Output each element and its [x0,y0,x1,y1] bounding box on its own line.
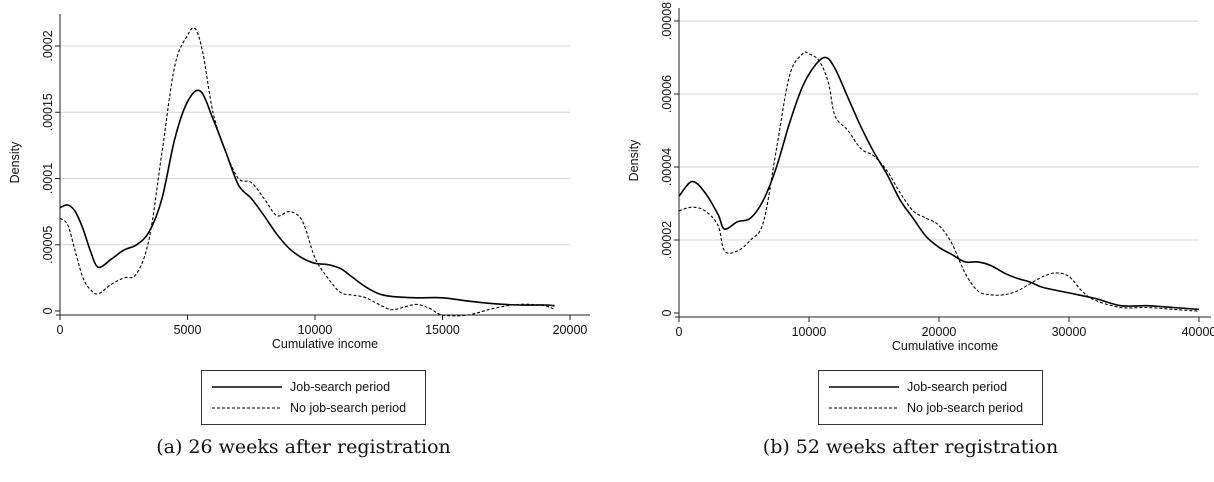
chart-b-legend: Job-search period No job-search period [818,370,1043,425]
chart-b-y-tick-label: .00006 [660,75,674,113]
legend-a-item-1: Job-search period [212,378,390,396]
chart-b-x-tick-label: 40000 [1182,325,1214,339]
chart-a-x-tick-label: 10000 [298,323,333,337]
chart-a-y-axis-label: Density [8,141,22,183]
legend-a-swatch-1 [212,386,282,388]
chart-a-x-tick-label: 5000 [174,323,202,337]
chart-b-series-job-search-line [678,56,1200,311]
chart-b-y-axis-label: Density [627,139,641,181]
chart-b-y-tick-label: 0 [660,309,674,316]
chart-a-y-tick-label: .0002 [41,30,55,61]
chart-b-x-tick-label: 0 [676,325,683,339]
chart-b-y-tick-label: .00004 [660,148,674,186]
legend-b-label-1: Job-search period [907,380,1008,394]
chart-a-y-tick-label: 0 [41,307,55,314]
chart-b-plot: 0 .00002 .00004 .00006 .00008 0 10000 20000 3000… [627,2,1214,353]
chart-a-series-job-search-line [59,89,555,307]
chart-b-x-axis-label: Cumulative income [892,339,998,353]
chart-b-x-tick-label: 20000 [922,325,957,339]
legend-a-label-2: No job-search period [290,401,407,415]
chart-a-x-tick-label: 15000 [425,323,460,337]
legend-a-label-1: Job-search period [290,380,391,394]
legend-b-item-2: No job-search period [829,399,1023,417]
chart-b-y-tick-label: .00008 [660,2,674,40]
chart-panel-a: 0 .00005 .0001 .00015 .0002 0 5000 10000 15000 20… [8,14,590,458]
legend-a-item-2: No job-search period [212,399,406,417]
chart-b-x-tick-label: 10000 [792,325,827,339]
chart-a-x-axis-label: Cumulative income [272,337,378,351]
legend-b-swatch-2 [829,407,899,409]
legend-a-swatch-2 [212,407,282,409]
chart-a-x-tick-label: 0 [57,323,64,337]
chart-a-series-no-job-search-line [59,27,555,317]
legend-b-label-2: No job-search period [907,401,1024,415]
chart-panel-b: 0 .00002 .00004 .00006 .00008 0 10000 20000 3000… [607,0,1214,482]
chart-a-x-tick-label: 20000 [553,323,588,337]
chart-b-y-tick-label: .00002 [660,221,674,259]
chart-a-caption: (a) 26 weeks after registration [156,436,451,458]
chart-a-legend: Job-search period No job-search period [201,370,426,425]
chart-a-plot: 0 .00005 .0001 .00015 .0002 0 5000 10000 15000 20… [8,14,590,351]
chart-b-series-no-job-search-line [678,51,1200,312]
chart-b-caption: (b) 52 weeks after registration [762,436,1059,458]
chart-a-y-tick-label: .00005 [41,226,55,264]
legend-b-swatch-1 [829,386,899,388]
chart-a-y-tick-label: .0001 [41,163,55,194]
chart-a-y-tick-label: .00015 [41,93,55,131]
chart-b-x-tick-label: 30000 [1052,325,1087,339]
legend-b-item-1: Job-search period [829,378,1007,396]
